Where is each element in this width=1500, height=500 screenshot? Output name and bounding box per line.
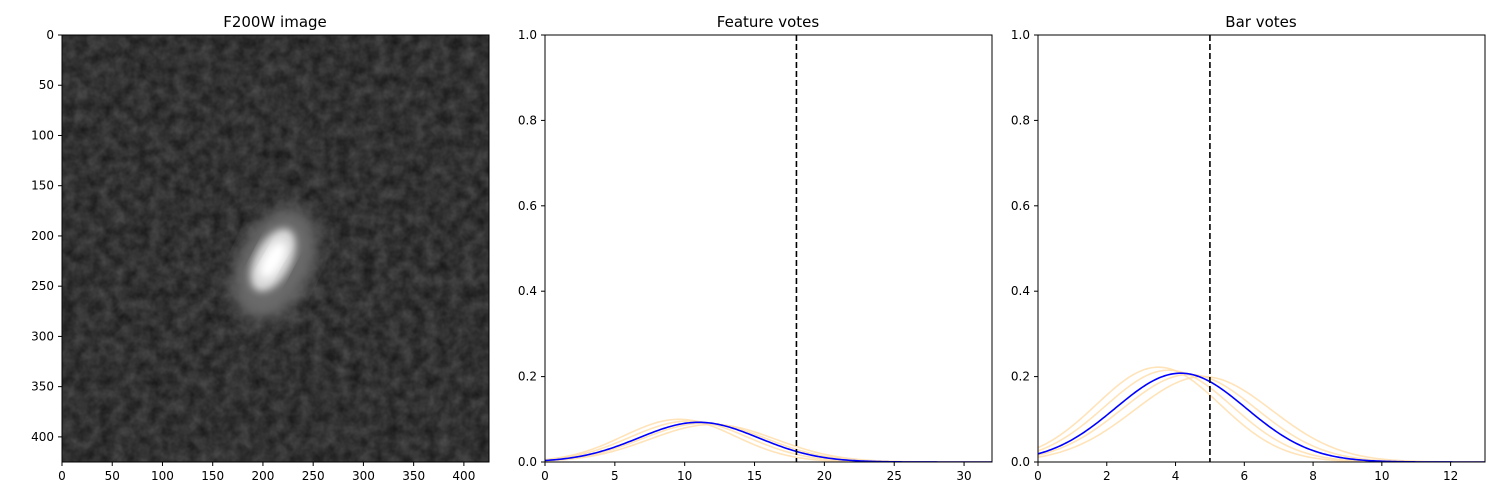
y-tick-label: 300: [31, 329, 54, 343]
image-area: [62, 35, 489, 462]
y-tick-label: 100: [31, 128, 54, 142]
x-tick-label: 250: [302, 469, 325, 483]
feature-votes-panel: Feature votes 0 5 10 15 20 25 30 0.00.20.40.60…: [518, 13, 993, 483]
feature-votes-x-ticks: 0 5 10 15 20 25 30: [541, 462, 972, 483]
x-tick-label: 300: [352, 469, 375, 483]
image-x-ticks: 0 50 100 150 200 250 300 350 400: [58, 462, 475, 483]
x-tick-label: 30: [956, 469, 971, 483]
bar-votes-frame: [1037, 34, 1486, 463]
y-tick-label: 0.6: [518, 199, 537, 213]
x-tick-label: 4: [1172, 469, 1180, 483]
image-panel: F200W image 0 50 100 150 200 250 300 350 400 0 50…: [31, 13, 490, 483]
x-tick-label: 0: [541, 469, 549, 483]
y-tick-label: 250: [31, 279, 54, 293]
image-frame: [61, 34, 490, 463]
x-tick-label: 6: [1240, 469, 1248, 483]
source-peak: [260, 242, 286, 278]
y-tick-label: 0.8: [1011, 113, 1030, 127]
y-tick-label: 1.0: [1011, 28, 1030, 42]
x-tick-label: 10: [677, 469, 692, 483]
mean-curve: [545, 421, 992, 462]
bar-votes-y-ticks: 0.0 0.2 0.4 0.6 0.8 1.0: [1011, 28, 1038, 469]
sample-curve: [1038, 373, 1485, 462]
x-tick-label: 8: [1309, 469, 1317, 483]
y-tick-label: 0.6: [1011, 199, 1030, 213]
sample-curve: [545, 423, 992, 462]
y-tick-label: 0.0: [518, 455, 537, 469]
x-tick-label: 10: [1374, 469, 1389, 483]
bar-votes-panel: Bar votes 0 2 4 6 8 10 12 0.0 0.2 0.4 0.6 0.8 1.0: [1011, 13, 1486, 483]
sample-curve: [545, 418, 992, 462]
x-tick-label: 2: [1103, 469, 1111, 483]
y-tick-label: 350: [31, 380, 54, 394]
x-tick-label: 400: [452, 469, 475, 483]
panel-title-feature-votes: Feature votes: [717, 13, 820, 31]
sample-curve: [1038, 366, 1485, 462]
feature-votes-curves: [545, 35, 992, 462]
y-tick-label: 0.8: [518, 113, 537, 127]
x-tick-label: 150: [201, 469, 224, 483]
x-tick-label: 12: [1443, 469, 1458, 483]
x-tick-label: 350: [402, 469, 425, 483]
x-tick-label: 0: [1034, 469, 1042, 483]
x-tick-label: 15: [747, 469, 762, 483]
x-tick-label: 100: [151, 469, 174, 483]
panel-title-image: F200W image: [223, 13, 327, 31]
y-tick-label: 0: [46, 28, 54, 42]
feature-votes-y-ticks: 0.0 0.2 0.4 0.6 0.8 1.0: [518, 28, 545, 469]
y-tick-label: 1.0: [518, 28, 537, 42]
x-tick-label: 20: [817, 469, 832, 483]
y-tick-label: 0.4: [1011, 284, 1030, 298]
image-y-ticks: 0 50 100 150 200 250 300 350 400: [31, 28, 62, 444]
y-tick-label: 50: [39, 78, 54, 92]
panel-title-bar-votes: Bar votes: [1225, 13, 1297, 31]
sample-curve: [1038, 375, 1485, 462]
x-tick-label: 200: [251, 469, 274, 483]
x-tick-label: 0: [58, 469, 66, 483]
y-tick-label: 400: [31, 430, 54, 444]
y-tick-label: 200: [31, 229, 54, 243]
galaxy-source: [232, 207, 318, 321]
x-tick-label: 5: [611, 469, 619, 483]
y-tick-label: 0.0: [1011, 455, 1030, 469]
feature-votes-frame: [544, 34, 993, 463]
y-tick-label: 0.4: [518, 284, 537, 298]
x-tick-label: 50: [105, 469, 120, 483]
bar-votes-x-ticks: 0 2 4 6 8 10 12: [1034, 462, 1458, 483]
mean-curve: [1038, 372, 1485, 462]
y-tick-label: 150: [31, 179, 54, 193]
x-tick-label: 25: [887, 469, 902, 483]
y-tick-label: 0.2: [1011, 370, 1030, 384]
y-tick-label: 0.2: [518, 370, 537, 384]
bar-votes-curves: [1038, 35, 1485, 462]
